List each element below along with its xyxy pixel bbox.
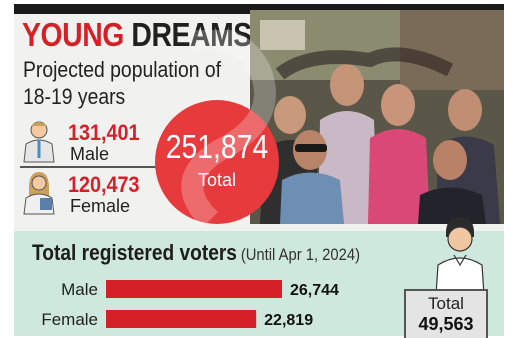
bar-category-label: Male <box>61 280 98 299</box>
total-population-value: 251,874 <box>165 128 269 165</box>
bar-category-label: Female <box>41 310 98 329</box>
voters-date-note: (Until Apr 1, 2024) <box>240 245 361 264</box>
subtitle: Projected population of 18-19 years <box>23 57 222 109</box>
female-label: Female <box>70 196 131 216</box>
bar-female <box>106 310 257 328</box>
top-rule <box>14 4 504 14</box>
title-highlight: YOUNG <box>22 16 124 53</box>
male-label: Male <box>70 144 110 164</box>
male-student-icon <box>16 118 62 164</box>
bar-value-label: 26,744 <box>290 282 339 299</box>
total-voters-label: Total <box>428 294 464 313</box>
female-value: 120,473 <box>68 172 140 197</box>
male-value: 131,401 <box>68 120 140 145</box>
total-voters-box: Total 49,563 <box>404 289 488 338</box>
female-student-icon <box>16 170 62 216</box>
total-population-label: Total <box>197 170 237 190</box>
photo-illustration <box>250 10 504 224</box>
total-population-circle: 251,874 Total <box>155 100 279 224</box>
students-photo <box>250 10 504 224</box>
voters-title: Total registered voters (Until Apr 1, 20… <box>32 240 360 266</box>
stat-divider <box>20 166 160 168</box>
bar-male <box>106 280 282 298</box>
total-voters-value: 49,563 <box>418 314 474 334</box>
bar-value-label: 22,819 <box>264 312 313 329</box>
voter-figure-icon <box>430 215 490 296</box>
voters-title-text: Total registered voters <box>32 240 237 265</box>
page-title: YOUNG DREAMS <box>22 18 252 51</box>
title-rest: DREAMS <box>131 16 252 53</box>
